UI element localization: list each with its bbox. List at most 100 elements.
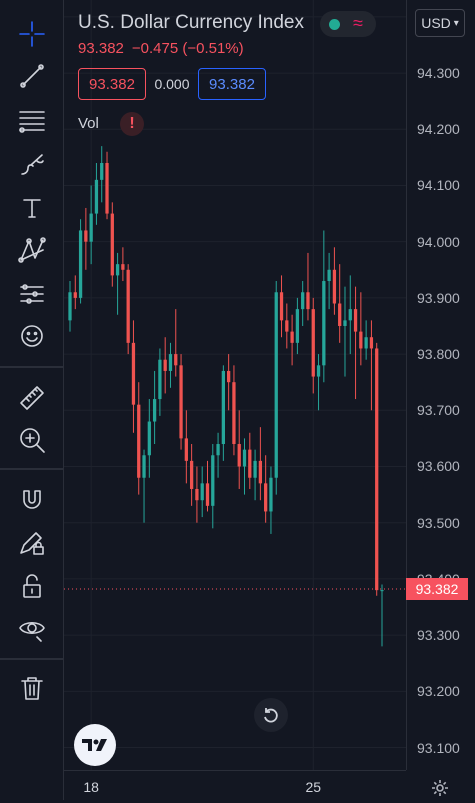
trash-icon[interactable] [8, 668, 56, 708]
candle[interactable] [179, 354, 183, 450]
tradingview-logo[interactable] [74, 724, 116, 766]
candle[interactable] [232, 365, 236, 456]
candle[interactable] [227, 354, 231, 411]
lock-drawings-icon[interactable] [8, 522, 56, 562]
candle[interactable] [306, 252, 310, 321]
candle[interactable] [142, 449, 146, 523]
candle[interactable] [237, 410, 241, 489]
candle-body [195, 488, 199, 501]
candle-body [131, 342, 136, 405]
candle[interactable] [285, 303, 289, 349]
reset-chart-button[interactable] [254, 698, 288, 732]
candle[interactable] [152, 370, 157, 445]
candle[interactable] [126, 264, 130, 355]
candle[interactable] [211, 444, 215, 529]
candle[interactable] [200, 466, 204, 518]
candle[interactable] [301, 281, 305, 326]
candle[interactable] [100, 146, 104, 203]
candle[interactable] [216, 432, 220, 478]
buy-price-button[interactable]: 93.382 [198, 68, 266, 100]
candle[interactable] [78, 219, 83, 304]
emoji-icon[interactable] [8, 316, 56, 356]
candle[interactable] [184, 410, 188, 484]
candle[interactable] [189, 444, 194, 506]
candle[interactable] [205, 460, 210, 512]
crosshair-icon[interactable] [8, 14, 56, 54]
candle[interactable] [269, 466, 273, 534]
candle[interactable] [369, 320, 374, 411]
text-icon[interactable] [8, 188, 56, 228]
trendline-icon[interactable] [8, 56, 56, 96]
price-tick-label: 93.900 [417, 289, 460, 306]
zoom-in-icon[interactable] [8, 420, 56, 460]
candle[interactable] [131, 320, 136, 433]
time-axis[interactable]: 18 25 [64, 770, 406, 800]
candle[interactable] [316, 354, 321, 411]
candle-body [338, 303, 342, 326]
brush-icon[interactable] [8, 144, 56, 184]
candle[interactable] [348, 275, 352, 355]
candle[interactable] [274, 281, 278, 495]
ruler-icon[interactable] [8, 378, 56, 418]
currency-select[interactable]: USD ▾ [415, 9, 465, 37]
candle-body [242, 449, 247, 467]
candle[interactable] [147, 399, 151, 478]
candle-body [380, 590, 384, 592]
candle[interactable] [364, 320, 368, 360]
candle[interactable] [121, 247, 125, 282]
candle[interactable] [73, 275, 77, 310]
unlock-icon[interactable] [8, 566, 56, 606]
last-price-value: 93.382 [78, 40, 124, 57]
candle[interactable] [353, 286, 358, 400]
candle[interactable] [332, 247, 337, 315]
candle[interactable] [68, 281, 72, 332]
candle[interactable] [105, 151, 109, 220]
candle[interactable] [380, 584, 384, 647]
candle[interactable] [174, 309, 178, 377]
candle[interactable] [158, 348, 162, 416]
candle[interactable] [168, 342, 173, 388]
candle[interactable] [248, 432, 252, 489]
symbol-title[interactable]: U.S. Dollar Currency Index [78, 12, 304, 33]
candle[interactable] [94, 162, 99, 225]
candle[interactable] [343, 286, 347, 377]
candle[interactable] [89, 185, 93, 265]
candle[interactable] [110, 202, 114, 287]
candle[interactable] [242, 438, 247, 495]
candle[interactable] [327, 252, 331, 310]
volume-alert-icon[interactable]: ! [120, 112, 144, 136]
candle[interactable] [375, 342, 379, 596]
price-axis[interactable]: 94.40094.30094.20094.10094.00093.90093.8… [406, 0, 475, 770]
candle[interactable] [115, 252, 120, 315]
candle[interactable] [258, 427, 263, 501]
sell-price-button[interactable]: 93.382 [78, 68, 146, 100]
price-tick-label: 94.200 [417, 121, 460, 138]
fib-retracement-icon[interactable] [8, 100, 56, 140]
candle[interactable] [290, 314, 294, 366]
candle-body [73, 292, 77, 298]
candlestick-plot[interactable] [64, 0, 406, 770]
eye-icon[interactable] [8, 608, 56, 648]
pattern-icon[interactable] [8, 230, 56, 270]
magnet-icon[interactable] [8, 480, 56, 520]
candle[interactable] [137, 382, 141, 495]
candle[interactable] [221, 365, 225, 461]
candle-body [184, 438, 188, 461]
candle[interactable] [279, 275, 284, 338]
settings-gear-icon[interactable] [430, 778, 450, 798]
candle-body [301, 292, 305, 310]
candle[interactable] [253, 449, 257, 501]
candle[interactable] [84, 207, 88, 270]
candle[interactable] [195, 466, 199, 523]
prediction-icon[interactable] [8, 274, 56, 314]
volume-label[interactable]: Vol [78, 115, 99, 132]
candle[interactable] [264, 455, 268, 523]
candle[interactable] [359, 292, 363, 366]
candle[interactable] [338, 264, 342, 343]
candle[interactable] [311, 297, 315, 394]
candle[interactable] [163, 337, 167, 394]
price-chart[interactable] [64, 0, 406, 770]
market-status-toggle[interactable]: ≈ [320, 11, 376, 37]
candle[interactable] [295, 297, 300, 355]
candle[interactable] [322, 230, 326, 383]
